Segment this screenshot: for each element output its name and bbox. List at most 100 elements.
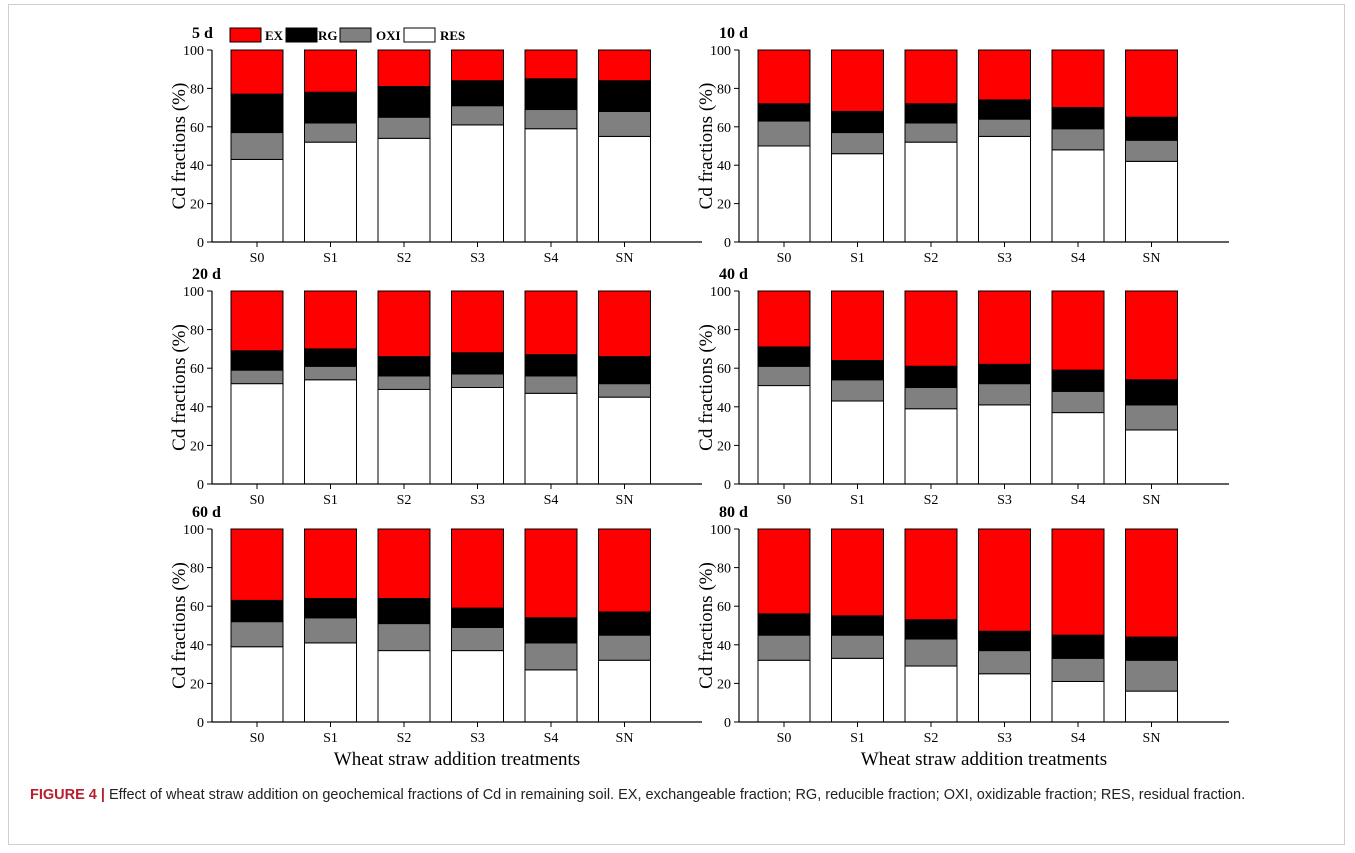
y-tick-label: 40: [717, 159, 731, 174]
bar-segment-rg: [598, 80, 651, 112]
bar-segment-ex: [904, 49, 958, 105]
bar-segment-oxi: [978, 118, 1031, 137]
bar-segment-res: [451, 124, 504, 243]
bar-segment-res: [598, 135, 651, 243]
y-tick-label: 60: [717, 362, 731, 377]
bar-segment-oxi: [230, 132, 284, 160]
bar-segment-rg: [451, 607, 504, 628]
bar-segment-rg: [757, 613, 811, 636]
panel-title: 60 d: [192, 504, 221, 521]
y-tick-label: 40: [717, 401, 731, 416]
y-tick-label: 80: [717, 562, 731, 577]
y-tick-label: 0: [724, 716, 731, 731]
x-tick-label: S0: [250, 731, 265, 746]
bar-segment-oxi: [831, 379, 884, 402]
bar-segment-oxi: [978, 650, 1031, 675]
y-tick-label: 100: [183, 285, 204, 300]
bar-segment-res: [1125, 160, 1178, 243]
bar-segment-res: [304, 379, 357, 485]
y-tick-label: 20: [717, 198, 731, 213]
bar-segment-oxi: [524, 642, 578, 671]
bar-segment-oxi: [757, 365, 811, 387]
panel-title: 10 d: [719, 25, 748, 42]
legend-swatch-ex: [229, 27, 262, 43]
x-tick-label: S2: [924, 251, 939, 266]
x-tick-label: S0: [250, 493, 265, 508]
y-tick-label: 60: [717, 121, 731, 136]
bar-segment-rg: [377, 356, 431, 377]
bar-segment-rg: [304, 348, 357, 367]
x-tick-label: SN: [616, 731, 634, 746]
figure-caption: FIGURE 4 | Effect of wheat straw additio…: [30, 785, 1320, 805]
y-tick-label: 20: [190, 439, 204, 454]
y-tick-label: 100: [183, 523, 204, 538]
bar-segment-oxi: [1125, 659, 1178, 692]
bar-segment-ex: [377, 528, 431, 599]
bar-segment-res: [978, 404, 1031, 485]
y-tick-label: 60: [717, 600, 731, 615]
x-tick-label: S4: [1071, 251, 1086, 266]
bar-segment-oxi: [1051, 128, 1105, 151]
bar-segment-res: [1125, 690, 1178, 723]
bar-segment-res: [451, 650, 504, 723]
bar-segment-rg: [978, 630, 1031, 652]
bar-segment-res: [1051, 149, 1105, 243]
bar-segment-rg: [377, 597, 431, 625]
x-tick-label: S1: [323, 493, 338, 508]
x-tick-label: S3: [997, 493, 1012, 508]
bar-segment-res: [377, 650, 431, 723]
bar-segment-ex: [978, 290, 1031, 365]
x-tick-label: S1: [323, 731, 338, 746]
bar-segment-res: [904, 141, 958, 243]
x-tick-label: S0: [777, 251, 792, 266]
bar-segment-rg: [904, 103, 958, 124]
y-tick-label: 20: [190, 198, 204, 213]
x-tick-label: S2: [397, 731, 412, 746]
bar-segment-rg: [524, 78, 578, 111]
panel-title: 40 d: [719, 266, 748, 283]
bar-segment-rg: [757, 346, 811, 367]
bar-segment-res: [524, 392, 578, 485]
bar-segment-ex: [1125, 290, 1178, 381]
bar-segment-ex: [904, 290, 958, 367]
panel-title: 80 d: [719, 504, 748, 521]
bar-segment-ex: [451, 528, 504, 609]
bar-segment-ex: [757, 49, 811, 105]
x-tick-label: S2: [397, 251, 412, 266]
x-tick-label: S3: [470, 493, 485, 508]
y-axis-label: Cd fractions (%): [696, 562, 717, 689]
bar-segment-res: [304, 642, 357, 723]
bar-segment-rg: [1125, 116, 1178, 141]
bar-segment-oxi: [904, 122, 958, 143]
bar-segment-res: [230, 158, 284, 243]
bar-segment-ex: [1051, 528, 1105, 636]
bar-segment-rg: [1051, 107, 1105, 130]
bar-segment-ex: [831, 528, 884, 617]
x-tick-label: S4: [544, 493, 559, 508]
bar-segment-oxi: [524, 109, 578, 130]
bar-segment-ex: [451, 290, 504, 354]
bar-segment-oxi: [451, 373, 504, 388]
bar-segment-res: [598, 396, 651, 485]
bar-segment-res: [1125, 429, 1178, 485]
x-tick-label: S1: [850, 251, 865, 266]
y-axis-label: Cd fractions (%): [169, 324, 190, 451]
x-tick-label: SN: [1143, 731, 1161, 746]
bar-segment-ex: [524, 49, 578, 80]
x-tick-label: SN: [616, 493, 634, 508]
bar-segment-res: [524, 128, 578, 243]
bar-segment-ex: [831, 290, 884, 361]
bar-segment-ex: [1125, 49, 1178, 118]
x-tick-label: SN: [1143, 493, 1161, 508]
x-tick-label: S4: [544, 731, 559, 746]
bar-segment-rg: [831, 615, 884, 636]
y-axis-label: Cd fractions (%): [169, 562, 190, 689]
bar-segment-ex: [1051, 290, 1105, 371]
y-tick-label: 100: [183, 44, 204, 59]
bar-segment-res: [904, 665, 958, 723]
legend-label-ex: EX: [265, 28, 284, 43]
y-tick-label: 0: [197, 716, 204, 731]
y-tick-label: 60: [190, 362, 204, 377]
y-tick-label: 40: [717, 639, 731, 654]
